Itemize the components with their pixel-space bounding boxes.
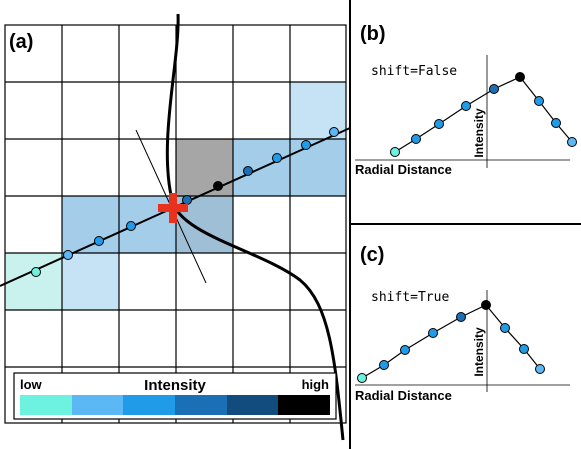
colorbar-swatch-5 <box>227 395 278 415</box>
colorbar-high-label: high <box>302 377 329 392</box>
profile-point <box>489 84 499 94</box>
cell-lower-left <box>62 253 119 310</box>
colorbar-swatch-4 <box>175 395 227 415</box>
sample-points <box>31 127 339 277</box>
panel-a: (a) low Intensity high <box>0 13 351 441</box>
panel-c-points <box>357 300 545 383</box>
panel-c-profile-line <box>361 304 541 379</box>
colorbar-swatch-6 <box>278 395 330 415</box>
center-marker <box>158 193 188 223</box>
sample-point <box>213 181 223 191</box>
sample-point <box>182 195 192 205</box>
profile-point <box>456 312 466 322</box>
sample-point <box>94 236 104 246</box>
cell-center-row-left <box>62 196 119 253</box>
colorbar-swatch-2 <box>72 395 123 415</box>
panel-c-label: (c) <box>360 244 384 266</box>
cell-peak <box>176 139 233 196</box>
sample-point <box>272 153 282 163</box>
profile-point <box>434 119 444 129</box>
panel-b-code: shift=False <box>371 64 457 79</box>
colorbar-swatch-1 <box>20 395 72 415</box>
profile-point <box>567 137 577 147</box>
sample-point <box>126 221 136 231</box>
panel-b-points <box>390 72 577 157</box>
profile-point <box>534 96 544 106</box>
panel-c-ylabel: Intensity <box>472 327 486 377</box>
profile-point <box>461 101 471 111</box>
sample-point <box>329 127 339 137</box>
pixel-grid <box>4 24 347 424</box>
sample-point <box>243 166 253 176</box>
colorbar: low Intensity high <box>13 372 337 420</box>
curve-boundary <box>165 13 345 441</box>
panel-b-ylabel: Intensity <box>472 108 486 158</box>
profile-point <box>515 72 525 82</box>
panel-b-xlabel: Radial Distance <box>355 162 452 177</box>
colorbar-title: Intensity <box>144 377 206 394</box>
profile-point <box>519 344 529 354</box>
profile-point <box>500 323 510 333</box>
panel-a-label: (a) <box>9 31 33 53</box>
sample-point <box>301 140 311 150</box>
colorbar-low-label: low <box>20 377 43 392</box>
colorbar-swatch-3 <box>123 395 175 415</box>
profile-point <box>400 345 410 355</box>
profile-point <box>357 373 367 383</box>
profile-point <box>551 118 561 128</box>
profile-point <box>535 364 545 374</box>
highlighted-cells <box>5 82 346 310</box>
profile-point <box>390 147 400 157</box>
panel-c-xlabel: Radial Distance <box>355 388 452 403</box>
profile-point <box>428 328 438 338</box>
sample-point <box>63 250 73 260</box>
panel-c-code: shift=True <box>371 290 449 305</box>
panel-b-label: (b) <box>360 23 386 45</box>
cell-right-mid <box>290 139 346 196</box>
profile-point <box>379 360 389 370</box>
profile-point <box>411 134 421 144</box>
profile-point <box>481 300 491 310</box>
panel-c: (c) shift=True Radial Distance Intensity <box>355 244 570 403</box>
sample-point <box>31 267 41 277</box>
panel-b: (b) shift=False Radial Distance Intensit… <box>355 23 577 177</box>
